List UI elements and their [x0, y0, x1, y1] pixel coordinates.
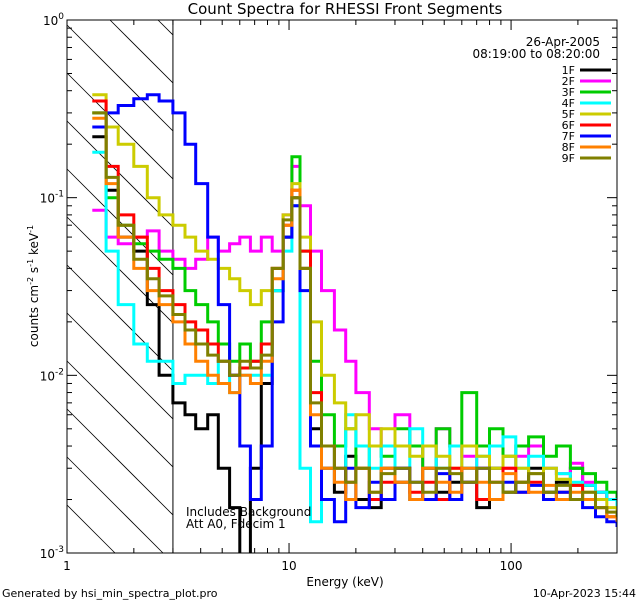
y-tick-label: 10-1 — [40, 190, 64, 206]
y-tick-mantissa: 10 — [43, 14, 58, 28]
hatch-line — [157, 19, 174, 36]
hatch-line — [109, 19, 174, 84]
legend-label-5F: 5F — [562, 108, 575, 121]
y-tick-mantissa: 10 — [40, 547, 55, 561]
y-axis-label: counts cm-2 s-1 keV-1 — [26, 225, 41, 347]
hatch-line — [66, 312, 174, 420]
y-axis-label-exp-2: -1 — [26, 259, 35, 267]
hatch-line — [66, 168, 174, 276]
legend-label-2F: 2F — [562, 75, 575, 88]
legend-time-range: 08:19:00 to 08:20:00 — [473, 47, 600, 61]
axes — [66, 19, 618, 554]
legend-label-8F: 8F — [562, 141, 575, 154]
y-tick-label: 10-2 — [40, 367, 64, 383]
hatch-line — [66, 408, 174, 516]
footer-generator: Generated by hsi_min_spectra_plot.pro — [2, 587, 218, 600]
legend-date: 26-Apr-2005 — [526, 35, 600, 49]
y-tick-mantissa: 10 — [40, 369, 55, 383]
y-axis-label-s: s — [27, 267, 41, 277]
plot-frame — [66, 19, 618, 554]
y-axis-label-exp-3: -1 — [26, 225, 35, 233]
y-axis-label-kev: keV — [27, 232, 41, 259]
legend-label-3F: 3F — [562, 86, 575, 99]
hatch-line — [66, 456, 164, 554]
x-tick-label: 100 — [500, 559, 523, 573]
series-group — [92, 93, 617, 553]
x-tick-label: 10 — [281, 559, 296, 573]
y-axis-label-exp-1: -2 — [26, 277, 35, 285]
y-tick-exponent: -3 — [55, 545, 64, 555]
annotation-background: Includes Background — [186, 505, 311, 519]
annotation-attenuator: Att A0, Fdecim 1 — [186, 517, 286, 531]
hatch-line — [66, 504, 116, 554]
hatch-line — [66, 360, 174, 468]
chart-title: Count Spectra for RHESSI Front Segments — [188, 0, 503, 18]
legend-label-4F: 4F — [562, 97, 575, 110]
y-tick-exponent: -2 — [55, 367, 64, 377]
hatch-line — [66, 24, 174, 132]
legend-label-7F: 7F — [562, 130, 575, 143]
legend-label-6F: 6F — [562, 119, 575, 132]
series-2F-line — [92, 164, 617, 508]
y-tick-exponent: -1 — [55, 190, 64, 200]
y-axis-label-text: counts cm — [27, 285, 41, 347]
hatch-line — [66, 120, 174, 228]
y-tick-exponent: 0 — [58, 12, 64, 22]
x-axis-label: Energy (keV) — [306, 575, 383, 589]
legend-label-9F: 9F — [562, 152, 575, 165]
x-tick-label: 1 — [63, 559, 71, 573]
series-9F-line — [92, 111, 617, 517]
shaded-region — [66, 19, 174, 554]
y-tick-label: 100 — [43, 12, 64, 28]
series-5F-line — [92, 93, 617, 517]
hatch-line — [66, 216, 174, 324]
y-tick-label: 10-3 — [40, 545, 64, 561]
hatch-line — [66, 264, 174, 372]
y-tick-mantissa: 10 — [40, 192, 55, 206]
hatch-line — [66, 72, 174, 180]
legend-label-1F: 1F — [562, 64, 575, 77]
footer-timestamp: 10-Apr-2023 15:44 — [533, 587, 636, 600]
